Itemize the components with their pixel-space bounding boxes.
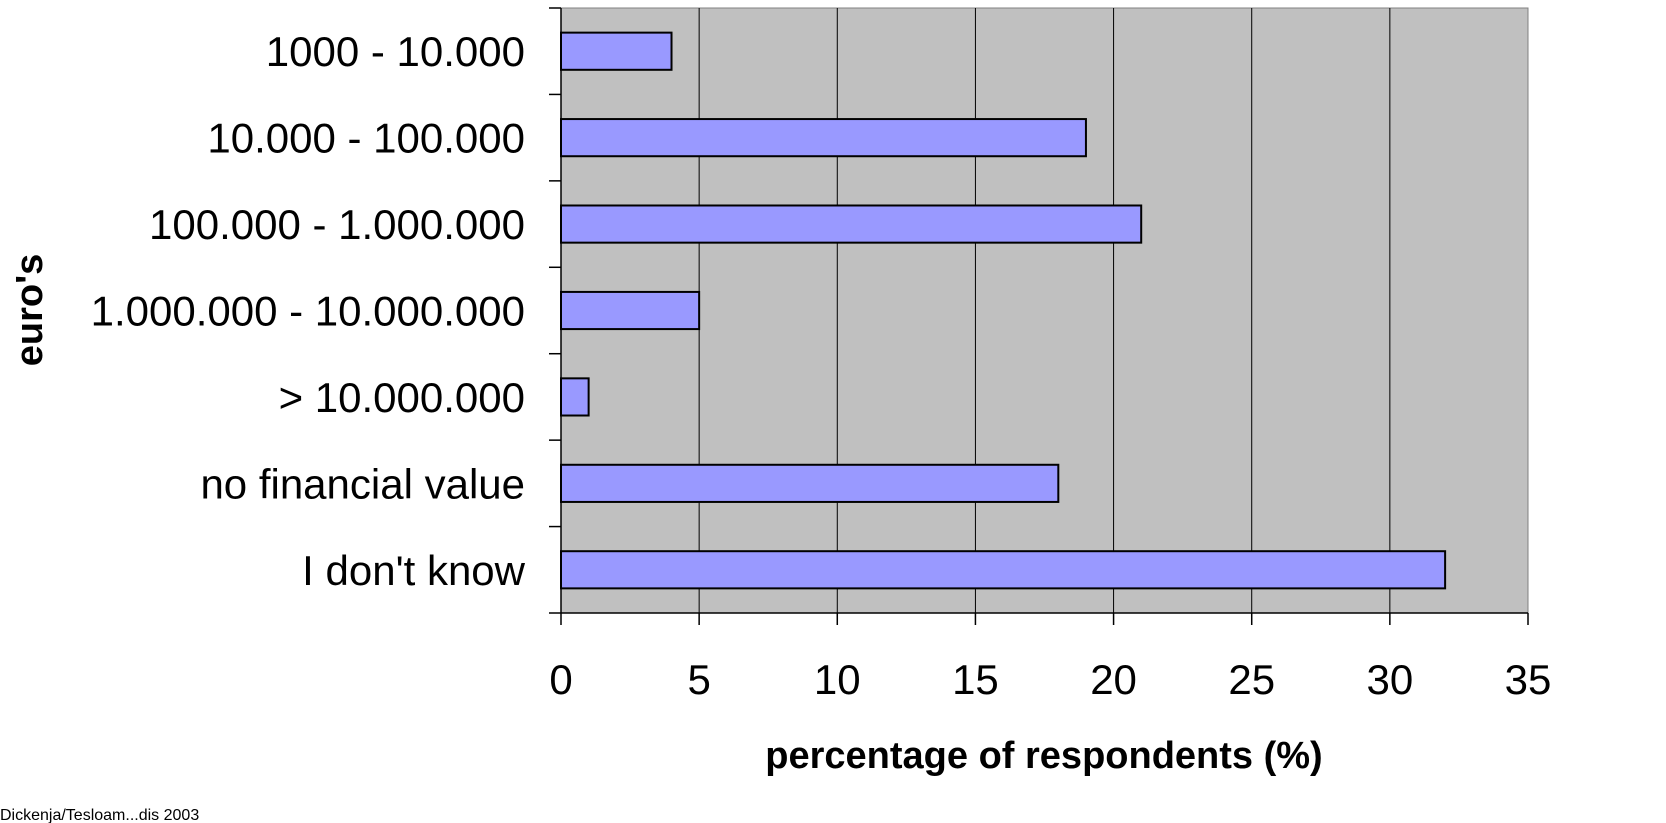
source-note: Dickenja/Tesloam...dis 2003 (0, 807, 199, 823)
bar (560, 463, 1060, 503)
x-tick-label: 20 (1090, 656, 1137, 703)
category-label: I don't know (302, 547, 525, 594)
bar (560, 290, 701, 331)
bar (560, 204, 1143, 244)
category-label: > 10.000.000 (279, 374, 525, 421)
x-tick-label: 25 (1228, 656, 1275, 703)
bar (560, 550, 1447, 590)
bar (560, 118, 1087, 158)
bars (560, 31, 1447, 590)
x-tick-label: 30 (1366, 656, 1413, 703)
x-axis-ticks (560, 613, 1529, 625)
category-label: 10.000 - 100.000 (207, 115, 525, 162)
bar (560, 377, 590, 417)
category-label: 100.000 - 1.000.000 (149, 201, 525, 248)
plot-area (560, 7, 1529, 614)
category-label: 1000 - 10.000 (266, 28, 525, 75)
category-label: no financial value (200, 460, 525, 507)
gridlines (698, 8, 1391, 613)
y-axis-title: euro's (9, 254, 51, 367)
category-labels: 1000 - 10.000 10.000 - 100.000 100.000 - 1… (91, 28, 526, 594)
bar (560, 31, 673, 71)
x-tick-labels: 0 5 10 15 20 25 30 35 (549, 656, 1551, 703)
x-tick-label: 10 (814, 656, 861, 703)
y-axis-ticks (549, 7, 561, 614)
x-tick-label: 0 (549, 656, 572, 703)
x-tick-label: 35 (1505, 656, 1552, 703)
category-label: 1.000.000 - 10.000.000 (91, 288, 525, 335)
x-axis-title: percentage of respondents (%) (765, 735, 1322, 777)
x-tick-label: 15 (952, 656, 999, 703)
x-tick-label: 5 (687, 656, 710, 703)
